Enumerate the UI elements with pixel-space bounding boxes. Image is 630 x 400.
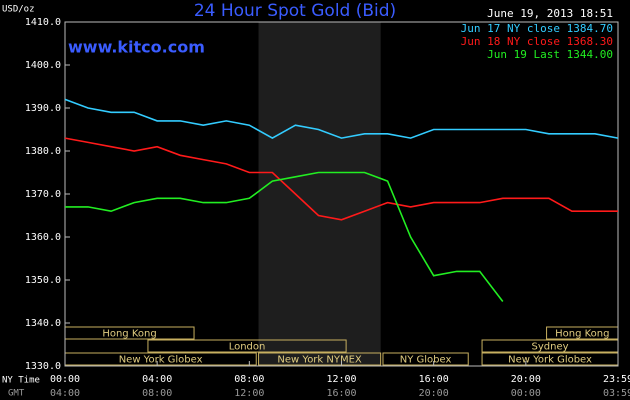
y-tick-label: 1370.0 <box>25 189 61 200</box>
gmt-tick-label: 03:59 <box>603 388 630 399</box>
series-line <box>64 98 619 140</box>
x-tick-label: 12:00 <box>326 374 356 385</box>
session-box <box>382 352 469 366</box>
gmt-row-label: GMT <box>8 389 25 399</box>
session-label: Hong Kong <box>555 329 609 340</box>
gmt-tick-label: 16:00 <box>326 388 356 399</box>
y-axis-label: USD/oz <box>2 5 35 15</box>
timestamp: June 19, 2013 18:51 <box>487 7 613 20</box>
x-tick-label: 20:00 <box>511 374 541 385</box>
session-label: NY Globex <box>400 355 452 366</box>
series-line <box>64 137 618 221</box>
gmt-tick-label: 00:00 <box>511 388 541 399</box>
session-label: New York Globex <box>119 355 203 366</box>
session-label: London <box>229 342 266 353</box>
y-tick-label: 1350.0 <box>25 275 61 286</box>
x-tick-label: 08:00 <box>234 374 264 385</box>
x-tick-label: 00:00 <box>50 374 80 385</box>
x-tick-label: 04:00 <box>142 374 172 385</box>
session-label: New York Globex <box>508 355 592 366</box>
y-tick-label: 1380.0 <box>25 146 61 157</box>
session-label: Hong Kong <box>102 329 156 340</box>
session-label: Sydney <box>532 342 569 353</box>
chart-title: 24 Hour Spot Gold (Bid) <box>194 1 396 21</box>
session-label: New York NYMEX <box>277 355 362 366</box>
shaded-region <box>258 22 381 366</box>
x-tick-label: 16:00 <box>419 374 449 385</box>
gmt-tick-label: 08:00 <box>142 388 172 399</box>
x-tick-label: 23:59 <box>603 374 630 385</box>
series-line <box>65 171 504 302</box>
legend-entry: Jun 18 NY close 1368.30 <box>461 35 613 48</box>
gmt-tick-label: 04:00 <box>50 388 80 399</box>
y-tick-label: 1360.0 <box>25 232 61 243</box>
y-tick-label: 1340.0 <box>25 318 61 329</box>
y-tick-label: 1400.0 <box>25 60 61 71</box>
gmt-tick-label: 20:00 <box>419 388 449 399</box>
x-row-label: NY Time <box>2 376 40 386</box>
y-tick-label: 1330.0 <box>25 361 61 372</box>
legend-entry: Jun 19 Last 1344.00 <box>487 48 613 61</box>
session-box <box>258 352 382 366</box>
y-tick-label: 1390.0 <box>25 103 61 114</box>
website: www.kitco.com <box>68 38 205 57</box>
legend-entry: Jun 17 NY close 1384.70 <box>461 22 613 35</box>
gmt-tick-label: 12:00 <box>234 388 264 399</box>
y-tick-label: 1410.0 <box>25 17 61 28</box>
session-box <box>147 339 347 353</box>
